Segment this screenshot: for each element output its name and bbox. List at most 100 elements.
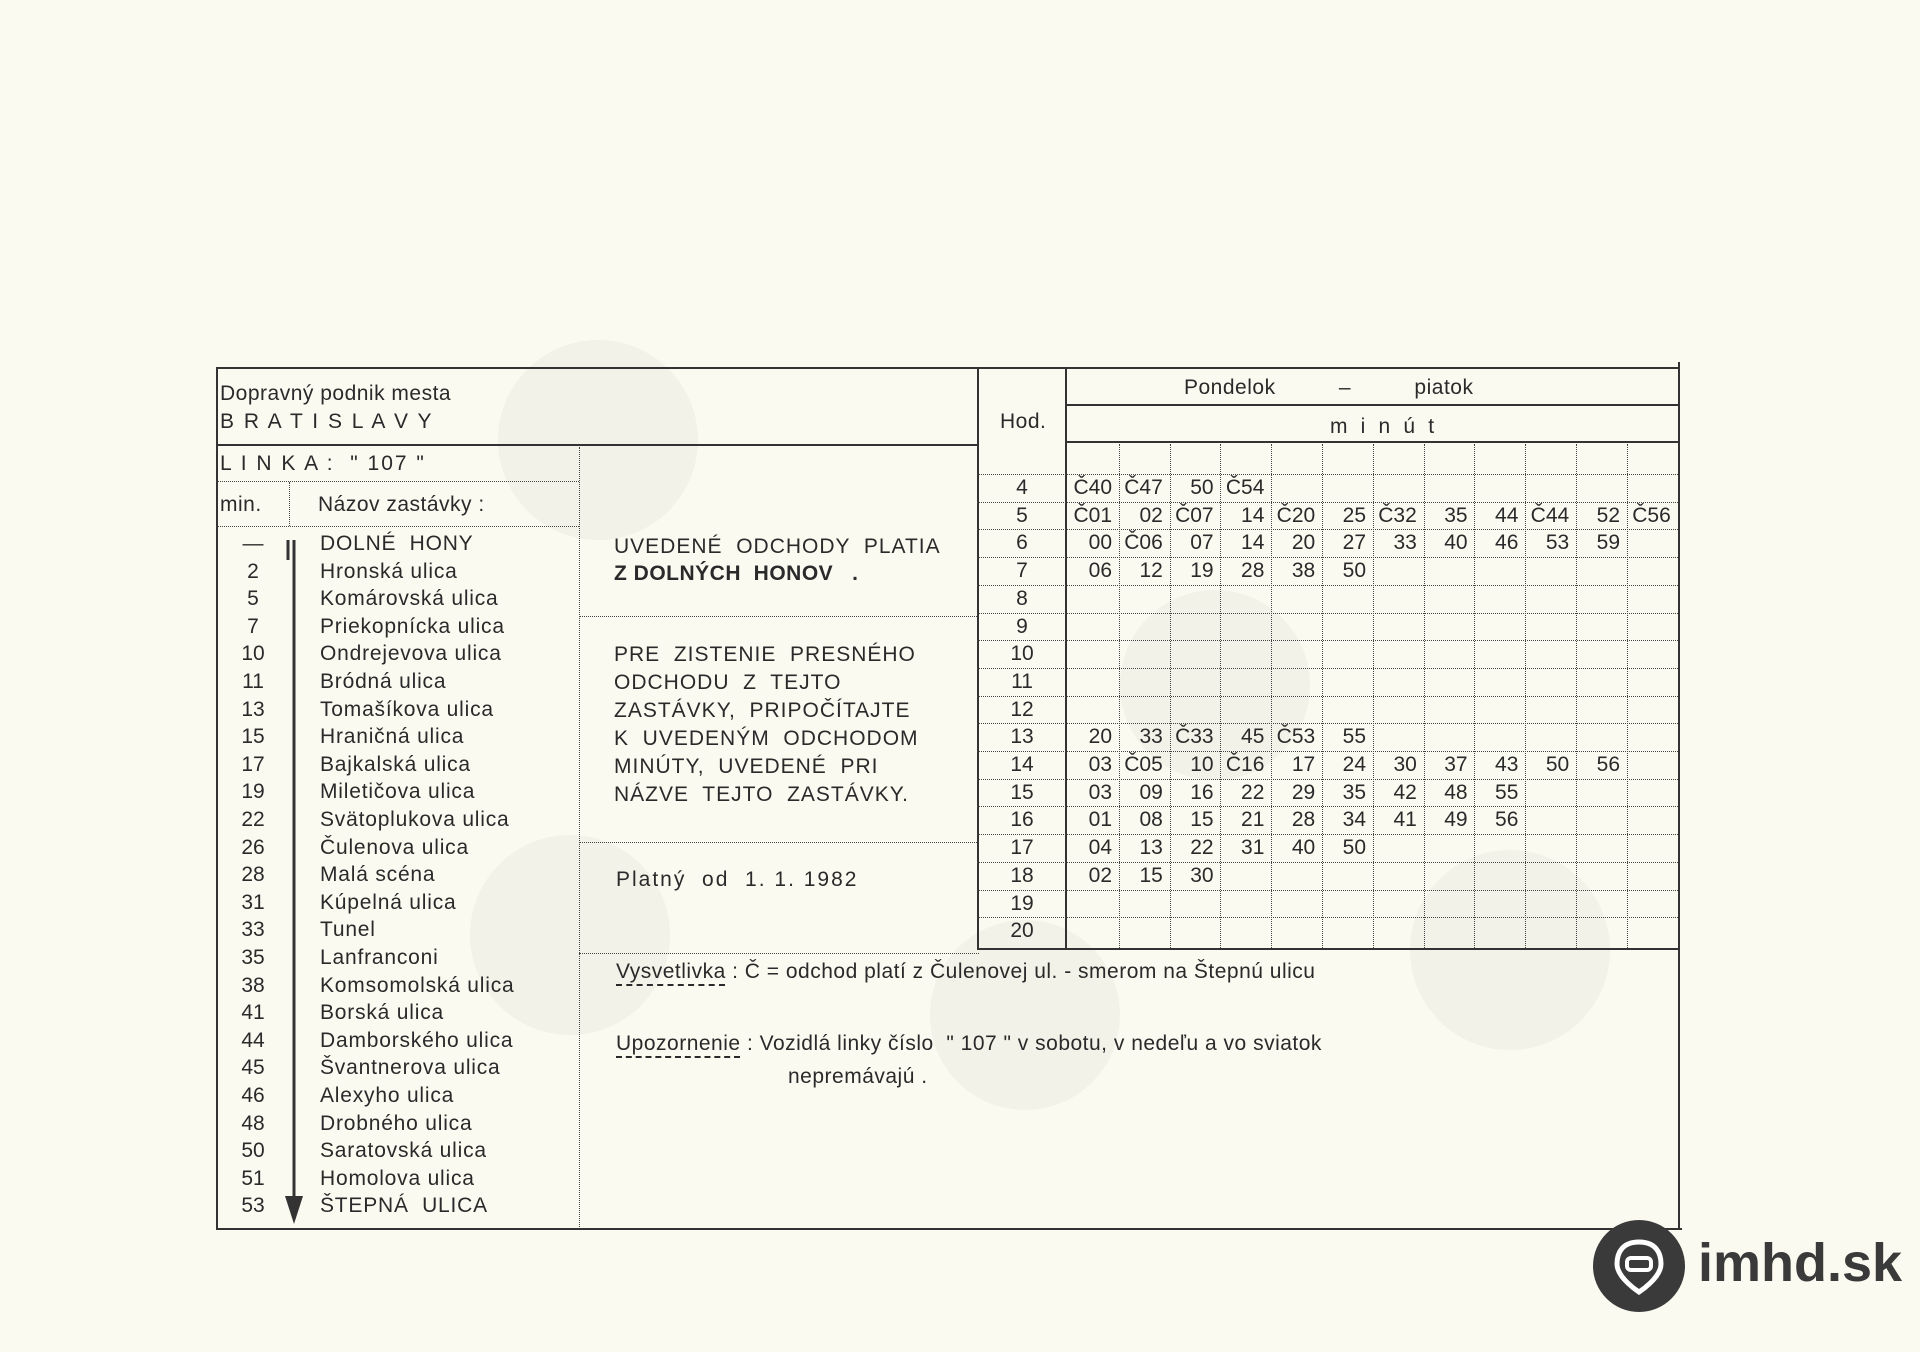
grid-line xyxy=(1322,444,1323,948)
hour-label: 5 xyxy=(1016,503,1028,527)
departure-minute: 30 xyxy=(1190,863,1214,887)
stop-minutes: 26 xyxy=(241,835,265,859)
departure-minute: 20 xyxy=(1088,725,1112,749)
line-number: L I N K A : " 107 " xyxy=(220,452,426,475)
stop-minutes: 2 xyxy=(247,559,259,583)
departure-minute: 15 xyxy=(1139,863,1163,887)
stop-name: Hronská ulica xyxy=(320,559,458,583)
departure-minute: 50 xyxy=(1342,559,1366,583)
warning-note: Upozornenie : Vozidlá linky číslo " 107 … xyxy=(616,1032,1322,1056)
departure-minute: Č06 xyxy=(1124,531,1163,555)
watermark-logo xyxy=(930,920,1120,1110)
hour-label: 13 xyxy=(1010,725,1034,749)
hour-label: 15 xyxy=(1010,780,1034,804)
departure-minute: 43 xyxy=(1495,753,1519,776)
grid-line xyxy=(977,529,1678,531)
departure-minute: 28 xyxy=(1291,808,1316,832)
grid-line xyxy=(977,861,1678,863)
company-name: Dopravný podnik mesta xyxy=(220,382,452,405)
hour-label: 17 xyxy=(1010,836,1034,860)
departure-minute: 12 xyxy=(1139,559,1163,583)
instruction-line: PRE ZISTENIE PRESNÉHO xyxy=(614,643,916,666)
instruction-line: K UVEDENÝM ODCHODOM xyxy=(614,727,919,750)
hour-label: 7 xyxy=(1016,559,1028,583)
days-header: Pondelok – piatok xyxy=(1184,376,1474,399)
departure-minute: 08 xyxy=(1139,808,1163,832)
hour-label: 16 xyxy=(1010,808,1034,832)
departure-minute: 04 xyxy=(1088,836,1112,860)
departure-minute: 48 xyxy=(1444,780,1468,804)
grid-line xyxy=(977,806,1678,808)
departure-minute: 53 xyxy=(1545,531,1570,555)
stop-minutes: 38 xyxy=(241,973,265,997)
departure-minute: 37 xyxy=(1444,753,1468,776)
stop-minutes: 17 xyxy=(241,752,265,776)
departure-minute: 45 xyxy=(1241,725,1265,749)
grid-line xyxy=(1474,444,1476,948)
departure-minute: 07 xyxy=(1190,531,1214,555)
watermark-logo xyxy=(1410,850,1610,1050)
departure-minute: Č54 xyxy=(1225,476,1265,499)
departure-minute: 24 xyxy=(1342,753,1366,776)
departure-minute: Č32 xyxy=(1378,503,1417,527)
stop-minutes: 15 xyxy=(241,725,265,749)
departure-minute: 42 xyxy=(1393,780,1417,804)
departure-minute: 49 xyxy=(1444,808,1468,832)
hour-label: 20 xyxy=(1010,919,1034,943)
grid-line xyxy=(1169,444,1171,948)
hour-label: 9 xyxy=(1016,614,1028,638)
instruction-line: NÁZVE TEJTO ZASTÁVKY. xyxy=(614,783,909,806)
grid-line xyxy=(977,723,1678,725)
warning-label: Upozornenie xyxy=(616,1032,741,1055)
departure-minute: 56 xyxy=(1495,808,1519,832)
stop-name: Svätoplukova ulica xyxy=(320,808,510,831)
city-name: B R A T I S L A V Y xyxy=(220,410,434,433)
departure-minute: Č47 xyxy=(1124,476,1163,499)
departure-minute: 41 xyxy=(1393,808,1417,832)
departure-minute: Č01 xyxy=(1073,503,1112,527)
departure-minute: Č33 xyxy=(1175,725,1214,749)
departure-minute: 03 xyxy=(1088,753,1112,776)
legend-note: Vysvetlivka : Č = odchod platí z Čulenov… xyxy=(616,960,1315,984)
hour-label: 6 xyxy=(1016,531,1028,555)
stop-minutes: 44 xyxy=(241,1028,265,1052)
stop-minutes: 11 xyxy=(242,670,264,693)
stop-minutes: 41 xyxy=(241,1001,265,1025)
grid-line xyxy=(977,612,1678,614)
stop-name: ŠTEPNÁ ULICA xyxy=(320,1194,488,1218)
grid-line xyxy=(977,584,1678,586)
stop-name: Homolova ulica xyxy=(320,1166,475,1190)
hour-label: 4 xyxy=(1016,476,1028,499)
stop-name: Kúpelná ulica xyxy=(320,890,457,914)
grid-line xyxy=(1372,444,1374,948)
departure-minute: 38 xyxy=(1291,559,1316,583)
departure-minute: 50 xyxy=(1545,753,1570,776)
stop-minutes: 33 xyxy=(241,918,265,942)
grid-line xyxy=(977,751,1678,752)
warning-text-continued: nepremávajú . xyxy=(788,1065,928,1088)
stop-name: Švantnerova ulica xyxy=(320,1056,501,1080)
stop-minutes: 28 xyxy=(241,863,265,887)
stop-name: Lanfranconi xyxy=(320,946,439,969)
grid-line xyxy=(1271,444,1273,948)
grid-line xyxy=(1423,444,1425,948)
departure-minute: 29 xyxy=(1291,780,1316,804)
stop-name: Borská ulica xyxy=(320,1001,444,1025)
departure-minute: 02 xyxy=(1088,863,1112,887)
departure-minute: 16 xyxy=(1190,780,1214,804)
valid-from-note: UVEDENÉ ODCHODY PLATIA xyxy=(614,535,941,558)
departure-minute: 27 xyxy=(1342,531,1366,555)
departure-minute: 35 xyxy=(1444,503,1468,527)
stop-column-header: Názov zastávky : xyxy=(318,493,485,516)
departure-minute: 20 xyxy=(1291,531,1316,555)
warning-text: : Vozidlá linky číslo " 107 " v sobotu, … xyxy=(746,1032,1322,1055)
stop-minutes: 46 xyxy=(241,1084,265,1107)
hour-label: 11 xyxy=(1011,669,1033,693)
departure-minute: 55 xyxy=(1342,725,1366,749)
grid-line xyxy=(977,474,1678,475)
departure-minute: Č20 xyxy=(1276,503,1316,527)
validity-date: Platný od 1. 1. 1982 xyxy=(616,868,859,891)
stop-name: Tomašíkova ulica xyxy=(320,697,494,721)
departure-minute: 28 xyxy=(1241,559,1265,583)
stop-name: Ondrejevova ulica xyxy=(320,642,502,666)
